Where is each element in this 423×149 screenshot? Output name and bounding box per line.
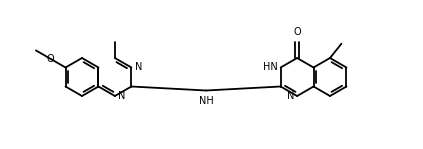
Text: N: N [135,62,142,73]
Text: N: N [287,91,294,101]
Text: N: N [118,91,126,101]
Text: O: O [293,27,301,37]
Text: HN: HN [263,62,277,73]
Text: NH: NH [199,97,213,107]
Text: O: O [47,54,55,64]
